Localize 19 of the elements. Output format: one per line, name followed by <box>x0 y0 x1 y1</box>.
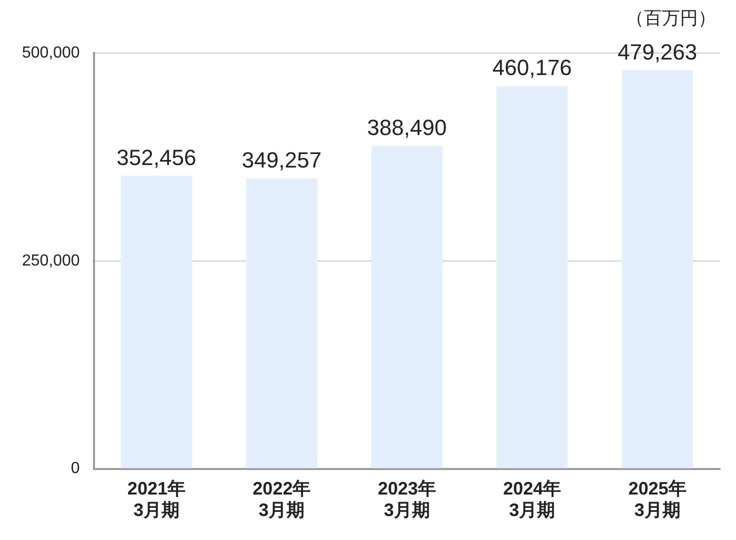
data-label: 460,176 <box>492 55 572 80</box>
y-tick-label: 0 <box>70 460 80 478</box>
y-tick-label: 500,000 <box>22 44 80 62</box>
data-label: 349,257 <box>242 147 322 172</box>
bar <box>496 86 568 468</box>
x-tick-label: 2023年 3月期 <box>378 478 436 520</box>
y-tick-label: 250,000 <box>22 252 80 270</box>
bar <box>120 176 192 468</box>
x-tick-label: 2025年 3月期 <box>628 478 686 520</box>
x-tick-label: 2024年 3月期 <box>503 478 562 520</box>
data-label: 479,263 <box>618 39 698 64</box>
x-tick-label: 2022年 3月期 <box>252 478 311 520</box>
x-tick-label: 2021年 3月期 <box>127 478 186 520</box>
text: （百万円） <box>626 8 716 28</box>
data-label: 388,490 <box>367 114 447 140</box>
bar <box>622 70 694 468</box>
data-label: 352,456 <box>116 144 196 170</box>
bar <box>371 146 443 468</box>
bar <box>246 178 318 468</box>
